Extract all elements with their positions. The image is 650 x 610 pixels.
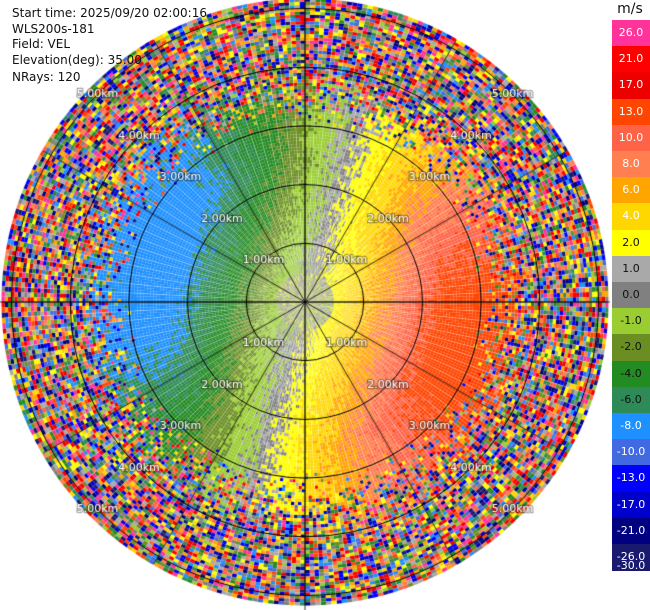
colorbar-cell (612, 151, 650, 178)
colorbar-label: -17.0 (616, 497, 646, 511)
colorbar-label: 8.0 (622, 157, 640, 170)
colorbar-label: 17.0 (618, 78, 644, 92)
colorbar-cell (612, 20, 650, 47)
colorbar-cell (612, 255, 650, 283)
colorbar-cell (612, 439, 650, 466)
colorbar-label: 2.0 (622, 235, 640, 249)
colorbar-label: -6.0 (620, 392, 642, 406)
instrument-text: WLS200s-181 (12, 22, 95, 36)
colorbar-cell (612, 177, 650, 204)
colorbar-cell (612, 98, 650, 126)
colorbar-cell (612, 491, 650, 519)
colorbar-label: 13.0 (618, 104, 644, 118)
colorbar-cell (612, 46, 650, 73)
colorbar-label: -4.0 (620, 366, 642, 380)
colorbar-label: -13.0 (616, 471, 646, 485)
start-time-text: Start time: 2025/09/20 02:00:16 (12, 6, 207, 20)
colorbar-cell (612, 413, 650, 440)
colorbar-label: 26.0 (618, 26, 644, 39)
colorbar-label: 10.0 (618, 130, 644, 144)
colorbar-label: 4.0 (622, 209, 640, 223)
colorbar-cell (612, 124, 650, 152)
colorbar-cell (612, 308, 650, 335)
colorbar-cell (612, 72, 650, 100)
colorbar-label: -30.0 (616, 559, 646, 573)
colorbar-cell (612, 517, 650, 545)
colorbar-cell (612, 544, 650, 571)
colorbar-label: -8.0 (620, 419, 642, 432)
colorbar-label: -21.0 (616, 523, 646, 537)
colorbar-label: -1.0 (620, 314, 642, 328)
colorbar-label: -10.0 (616, 445, 646, 459)
field-text: Field: VEL (12, 37, 71, 51)
colorbar-label: 6.0 (622, 183, 640, 197)
colorbar-label: 21.0 (618, 52, 644, 66)
colorbar-cell (612, 334, 650, 362)
colorbar-unit: m/s (617, 1, 643, 17)
colorbar-cell (612, 360, 650, 388)
nrays-text: NRays: 120 (12, 70, 81, 84)
colorbar-label: -26.0 (616, 550, 646, 563)
colorbar-label: -2.0 (620, 340, 642, 354)
colorbar: 26.0 21.0 17.0 13.0 10.0 8.0 6.0 4.0 2.0 1.0 0.0 -1… (612, 20, 650, 596)
colorbar-label: 0.0 (622, 288, 640, 301)
colorbar-label: 1.0 (622, 261, 640, 275)
colorbar-cell (612, 465, 650, 493)
colorbar-cell (612, 282, 650, 309)
elevation-text: Elevation(deg): 35.00 (12, 53, 142, 67)
colorbar-cell (612, 229, 650, 257)
colorbar-cell (612, 203, 650, 231)
colorbar-cell (612, 386, 650, 414)
